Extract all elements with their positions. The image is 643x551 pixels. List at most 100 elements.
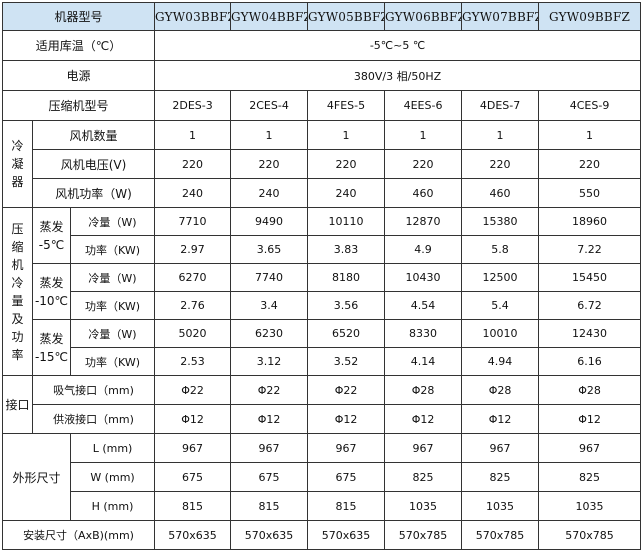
cell-value: 6520: [307, 319, 386, 348]
cell-value: 1: [384, 120, 463, 150]
cell-value: 15380: [461, 207, 540, 236]
row-label: 吸气接口（mm): [31, 375, 156, 405]
cell-value: 12870: [384, 207, 463, 236]
row-label: 功率（KW): [69, 291, 156, 320]
cell-value: 3.12: [230, 347, 309, 376]
cell-value: 967: [230, 433, 309, 463]
cell-value: 7.22: [538, 235, 642, 264]
evap-temp-label: 蒸发 -10℃: [32, 263, 71, 320]
cell-value: 825: [461, 462, 540, 492]
ports-row: 接口 吸气接口（mm) Φ22 Φ22 Φ22 Φ28 Φ28 Φ28: [2, 375, 642, 434]
cell-value: 220: [538, 149, 642, 179]
temp-range-label: 适用库温（℃）: [1, 30, 156, 61]
cell-value: 15450: [538, 263, 642, 292]
cell-value: 6270: [154, 263, 232, 292]
cell-value: 550: [538, 178, 642, 208]
cell-value: 240: [154, 178, 232, 208]
install-row: 安装尺寸（AxB)(mm) 570x635 570x635 570x635 57…: [1, 520, 642, 550]
cell-value: 570x785: [384, 520, 463, 550]
compressor-value: 2DES-3: [154, 90, 232, 121]
cell-value: Φ22: [154, 375, 232, 405]
row-label: W (mm): [69, 462, 156, 492]
cell-value: 220: [230, 149, 309, 179]
cell-value: 4.9: [384, 235, 463, 264]
cell-value: 10010: [461, 319, 540, 348]
power-label: 电源: [1, 60, 156, 91]
cooling-row: 功率（KW) 2.76 3.4 3.56 4.54 5.4 6.72: [3, 291, 642, 320]
compressor-value: 4FES-5: [307, 90, 386, 121]
model-header-label: 机器型号: [1, 2, 156, 31]
model-header-cell: GYW04BBFZ: [230, 2, 309, 31]
condenser-group-label: 冷 凝 器: [2, 120, 33, 208]
cell-value: 1035: [461, 491, 540, 521]
cooling-row: 蒸发 -15℃ 冷量（W) 5020 6230 6520 8330 10010 …: [3, 319, 642, 376]
cell-value: 967: [461, 433, 540, 463]
cell-value: Φ28: [538, 375, 642, 405]
cell-value: 220: [384, 149, 463, 179]
cell-value: 675: [154, 462, 232, 492]
cell-value: 4.14: [384, 347, 463, 376]
power-row: 电源 380V/3 相/50HZ: [1, 60, 642, 91]
compressor-value: 4DES-7: [461, 90, 540, 121]
cell-value: 18960: [538, 207, 642, 236]
install-label: 安装尺寸（AxB)(mm): [1, 520, 156, 550]
cell-value: 5020: [154, 319, 232, 348]
cell-value: 8180: [307, 263, 386, 292]
cell-value: 825: [384, 462, 463, 492]
row-label: 冷量（W): [69, 319, 156, 348]
cell-value: Φ22: [307, 375, 386, 405]
power-value: 380V/3 相/50HZ: [154, 60, 642, 91]
cell-value: Φ12: [154, 404, 232, 434]
cell-value: 6.72: [538, 291, 642, 320]
model-header-cell: GYW09BBFZ: [538, 2, 642, 31]
cell-value: 967: [307, 433, 386, 463]
cell-value: 1: [230, 120, 309, 150]
cell-value: 1: [461, 120, 540, 150]
row-label: 冷量（W): [69, 207, 156, 236]
cell-value: 825: [538, 462, 642, 492]
compressor-value: 4CES-9: [538, 90, 642, 121]
cell-value: 460: [384, 178, 463, 208]
cooling-row: 压 缩 机 冷 量 及 功 率 蒸发 -5℃ 冷量（W) 7710 9490 1…: [2, 207, 642, 376]
cell-value: 967: [384, 433, 463, 463]
cell-value: 815: [154, 491, 232, 521]
cell-value: 5.4: [461, 291, 540, 320]
header-row: 机器型号 GYW03BBFZ GYW04BBFZ GYW05BBFZ GYW06…: [1, 2, 642, 31]
cell-value: 10110: [307, 207, 386, 236]
row-label: 供液接口（mm): [31, 404, 156, 434]
cell-value: 675: [230, 462, 309, 492]
model-header-cell: GYW07BBFZ: [461, 2, 540, 31]
cell-value: 220: [154, 149, 232, 179]
row-label: 冷量（W): [69, 263, 156, 292]
row-label: 风机功率（W): [31, 178, 156, 208]
model-header-cell: GYW06BBFZ: [384, 2, 463, 31]
cooling-group-label: 压 缩 机 冷 量 及 功 率: [2, 207, 33, 376]
model-header-cell: GYW05BBFZ: [307, 2, 386, 31]
cell-value: 3.4: [230, 291, 309, 320]
cell-value: 240: [307, 178, 386, 208]
cell-value: 7740: [230, 263, 309, 292]
dimension-row: 外形尺寸 L (mm) 967 967 967 967 967 967: [2, 433, 642, 521]
cell-value: 1: [154, 120, 232, 150]
cell-value: 12430: [538, 319, 642, 348]
ports-group-label: 接口: [2, 375, 33, 434]
cell-value: 2.97: [154, 235, 232, 264]
cell-value: 12500: [461, 263, 540, 292]
condenser-row: 冷 凝 器 风机数量 1 1 1 1 1 1: [2, 120, 642, 208]
cell-value: 3.83: [307, 235, 386, 264]
cell-value: Φ28: [384, 375, 463, 405]
cell-value: Φ12: [230, 404, 309, 434]
cell-value: 2.76: [154, 291, 232, 320]
dimension-row: H (mm) 815 815 815 1035 1035 1035: [3, 491, 642, 521]
row-label: 功率（KW): [69, 347, 156, 376]
compressor-row: 压缩机型号 2DES-3 2CES-4 4FES-5 4EES-6 4DES-7…: [1, 90, 642, 121]
cell-value: 570x785: [538, 520, 642, 550]
row-label: H (mm): [69, 491, 156, 521]
cell-value: 3.56: [307, 291, 386, 320]
dimensions-group-label: 外形尺寸: [2, 433, 71, 521]
cell-value: 240: [230, 178, 309, 208]
cell-value: 220: [461, 149, 540, 179]
cell-value: 1: [538, 120, 642, 150]
cell-value: Φ12: [384, 404, 463, 434]
